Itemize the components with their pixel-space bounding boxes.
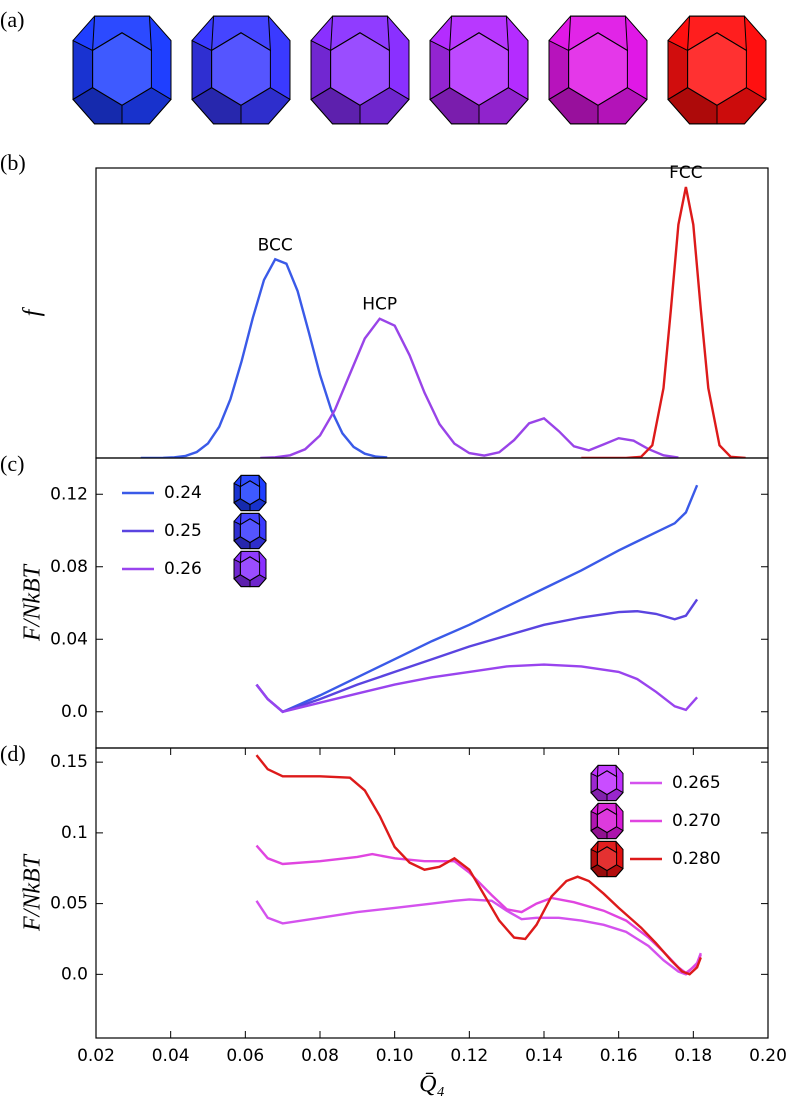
facet (687, 32, 747, 106)
series-line (260, 317, 679, 458)
series-line (255, 484, 699, 714)
x-tick-label: 0.18 (674, 1046, 712, 1066)
x-tick-label: 0.20 (749, 1046, 787, 1066)
x-tick-label: 0.02 (77, 1046, 115, 1066)
panel-label: (c) (0, 451, 24, 476)
series-line (255, 898, 702, 976)
y-tick-label: 0.04 (50, 629, 88, 649)
y-tick-label: 0.15 (50, 752, 88, 772)
series-line (255, 844, 702, 975)
polyhedron-icon (191, 15, 291, 125)
plot-frame (95, 747, 769, 1039)
y-axis-label: f (20, 306, 46, 316)
x-tick-label: 0.12 (450, 1046, 488, 1066)
facet (211, 32, 271, 106)
panel-label: (d) (0, 741, 26, 766)
polyhedron-icon (590, 764, 624, 802)
polyhedron-icon (590, 840, 624, 878)
polyhedron-icon (233, 550, 267, 588)
panel-label: (b) (0, 150, 26, 175)
peak-annotation: BCC (258, 235, 293, 255)
facet (330, 32, 390, 106)
polyhedron-icon (548, 15, 648, 125)
polyhedron-icon (310, 15, 410, 125)
panel-label: (a) (0, 7, 24, 32)
series-line (255, 754, 702, 976)
legend-label: 0.26 (164, 559, 202, 579)
facet (92, 32, 152, 106)
facet (239, 480, 261, 506)
y-tick-label: 0.1 (61, 823, 88, 843)
polyhedron-icon (429, 15, 529, 125)
y-axis-label: F/NkBT (20, 563, 46, 642)
legend-label: 0.270 (672, 811, 721, 831)
x-tick-label: 0.08 (301, 1046, 339, 1066)
polyhedron-icon (233, 474, 267, 512)
facet (596, 770, 618, 796)
x-tick-label: 0.10 (376, 1046, 414, 1066)
polyhedron-icon (590, 802, 624, 840)
y-tick-label: 0.05 (50, 894, 88, 914)
peak-annotation: HCP (362, 295, 397, 315)
legend-label: 0.280 (672, 849, 721, 869)
legend-label: 0.25 (164, 521, 202, 541)
y-tick-label: 0.12 (50, 484, 88, 504)
x-tick-label: 0.14 (525, 1046, 563, 1066)
legend-label: 0.24 (164, 483, 202, 503)
series-line (255, 663, 698, 714)
x-axis-label: Q̄₄ (419, 1072, 445, 1098)
facet (239, 518, 261, 544)
series-line (255, 598, 699, 714)
legend-label: 0.265 (672, 773, 721, 793)
polyhedron-icon (72, 15, 172, 125)
facet (449, 32, 509, 106)
x-tick-label: 0.16 (600, 1046, 638, 1066)
facet (596, 846, 618, 872)
y-tick-label: 0.0 (61, 964, 88, 984)
facet (568, 32, 628, 106)
x-tick-label: 0.06 (226, 1046, 264, 1066)
plot-frame (95, 167, 769, 459)
polyhedron-icon (233, 512, 267, 550)
series-line (140, 257, 388, 458)
peak-annotation: FCC (669, 163, 703, 183)
facet (596, 808, 618, 834)
y-axis-label: F/NkBT (20, 853, 46, 932)
x-tick-label: 0.04 (152, 1046, 190, 1066)
y-tick-label: 0.08 (50, 557, 88, 577)
series-line (581, 186, 746, 458)
y-tick-label: 0.0 (61, 702, 88, 722)
facet (239, 556, 261, 582)
polyhedron-icon (667, 15, 767, 125)
